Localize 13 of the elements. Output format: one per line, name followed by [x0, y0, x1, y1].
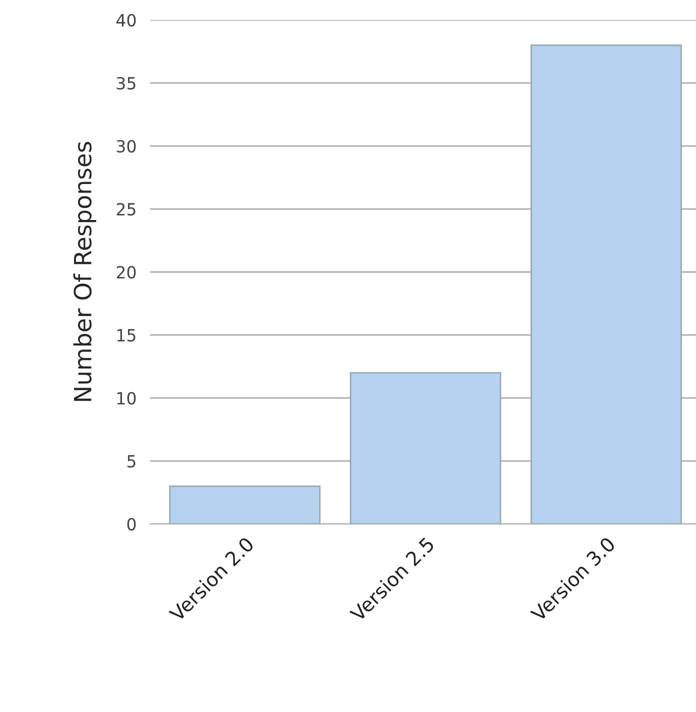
y-tick-label: 15	[117, 329, 136, 342]
bar	[350, 372, 502, 524]
y-tick-label: 30	[116, 140, 136, 153]
y-tick-label: 25	[116, 202, 136, 216]
y-tick-label: 35	[116, 76, 136, 90]
y-axis-title: Number Of Responses	[73, 142, 96, 401]
y-tick-label: 10	[117, 392, 136, 405]
y-tick-label: 40	[116, 14, 136, 27]
y-tick-label: 20	[116, 266, 136, 279]
y-tick-label: 0	[127, 518, 136, 531]
bar	[169, 486, 321, 524]
bar	[530, 44, 682, 524]
y-tick-label: 5	[127, 455, 136, 468]
